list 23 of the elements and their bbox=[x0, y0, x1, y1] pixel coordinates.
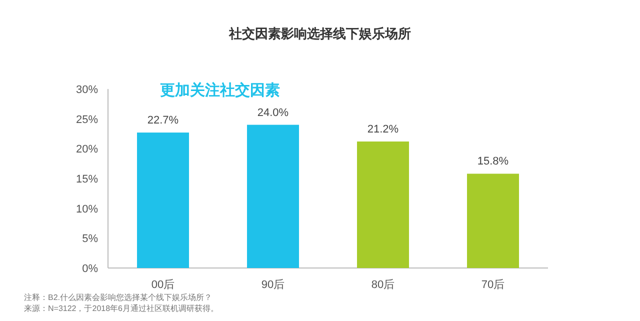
data-label: 21.2% bbox=[367, 124, 399, 136]
data-label: 22.7% bbox=[147, 114, 179, 127]
bar bbox=[247, 124, 299, 268]
y-tick-label: 20% bbox=[76, 144, 98, 156]
y-tick-label: 5% bbox=[82, 233, 98, 246]
annotation: 更加关注社交因素 bbox=[160, 81, 280, 99]
bar bbox=[467, 174, 519, 268]
bar bbox=[137, 132, 189, 268]
data-label: 24.0% bbox=[257, 106, 289, 119]
y-tick-label: 30% bbox=[76, 84, 98, 96]
data-label: 15.8% bbox=[477, 156, 509, 168]
x-tick-label: 80后 bbox=[371, 278, 395, 291]
source-note: 来源：N=3122，于2018年6月通过社区联机调研获得。 bbox=[24, 304, 218, 313]
y-tick-label: 10% bbox=[76, 203, 98, 216]
y-tick-label: 0% bbox=[82, 263, 98, 275]
text: 注释：B2.什么因素会影响您选择某个线下娱乐场所？ bbox=[24, 293, 212, 302]
chart-title: 社交因素影响选择线下娱乐场所 bbox=[228, 26, 411, 41]
y-tick-label: 15% bbox=[76, 174, 98, 186]
x-tick-label: 70后 bbox=[481, 278, 505, 291]
bar bbox=[357, 142, 409, 268]
x-tick-label: 90后 bbox=[261, 278, 285, 291]
y-tick-label: 25% bbox=[76, 114, 98, 126]
x-tick-label: 00后 bbox=[151, 278, 175, 291]
